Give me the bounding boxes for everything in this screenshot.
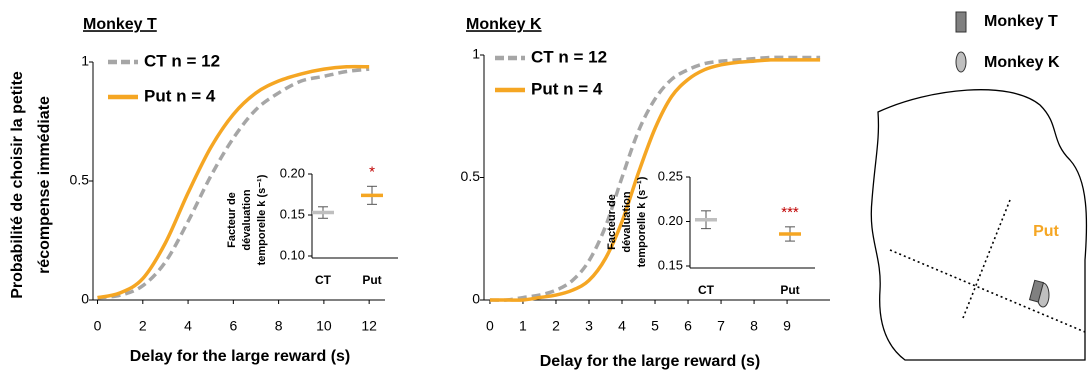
significance-label: *** — [781, 204, 799, 221]
x-tick-label: 8 — [750, 318, 758, 334]
region-label: Put — [1033, 223, 1059, 240]
y-tick-label: 0.5 — [70, 172, 90, 188]
inset-chart: Facteur de dévaluation temporelle k (s⁻¹) 0… — [606, 168, 815, 297]
chart-title: Monkey T — [83, 16, 157, 33]
y-tick-label: 0.20 — [280, 165, 305, 180]
x-tick-label: 7 — [717, 318, 725, 334]
x-tick-label: 0 — [486, 318, 494, 334]
x-tick-label: 8 — [275, 318, 283, 334]
x-tick-label: 9 — [783, 318, 791, 334]
y-axis-title: dévaluation — [241, 189, 253, 250]
significance-label: * — [369, 163, 375, 180]
x-tick-label: CT — [315, 273, 332, 287]
x-tick-label: 4 — [184, 318, 192, 334]
x-tick-label: 12 — [361, 318, 377, 334]
legend-label: CT n = 12 — [144, 51, 220, 70]
y-tick-label: 0.25 — [658, 168, 683, 183]
monkey-k-icon — [955, 51, 967, 73]
brain-diagram: Monkey T Monkey K Put — [870, 11, 1088, 361]
brain-outline — [870, 89, 1088, 361]
x-tick-label: 3 — [585, 318, 593, 334]
x-tick-label: Put — [362, 273, 381, 287]
x-tick-label: Put — [780, 283, 799, 297]
series-line — [489, 55, 821, 302]
chart-title: Monkey K — [466, 16, 542, 33]
legend-label: Monkey T — [984, 13, 1058, 30]
y-tick-label: 0 — [472, 291, 480, 307]
y-tick-label: 0.10 — [280, 247, 305, 262]
legend-label: Put n = 4 — [144, 86, 216, 105]
y-tick-label: 0.5 — [461, 168, 481, 184]
x-axis-title: Delay for the large reward (s) — [540, 353, 761, 370]
x-tick-label: 6 — [684, 318, 692, 334]
y-axis-title: temporelle k (s⁻¹) — [256, 174, 268, 265]
y-tick-label: 1 — [472, 46, 480, 62]
series-line — [97, 64, 370, 300]
monkey-t-site — [1028, 279, 1045, 303]
inset-chart: Facteur de dévaluation temporelle k (s⁻¹) 0… — [226, 163, 398, 287]
y-tick-label: 0.15 — [658, 257, 683, 272]
x-axis-title: Delay for the large reward (s) — [130, 348, 351, 365]
series-line — [489, 58, 821, 302]
legend-label: CT n = 12 — [531, 47, 607, 66]
x-tick-label: 5 — [651, 318, 659, 334]
y-tick-label: 0.15 — [280, 206, 305, 221]
dotted-line — [962, 199, 1011, 319]
x-tick-label: 2 — [552, 318, 560, 334]
x-tick-label: 2 — [139, 318, 147, 334]
legend-label: Monkey K — [984, 54, 1060, 71]
y-tick-label: 0.20 — [658, 213, 683, 228]
y-axis-title: temporelle k (s⁻¹) — [636, 176, 648, 267]
y-tick-label: 0 — [81, 291, 89, 307]
dotted-line — [889, 249, 1086, 333]
x-tick-label: 4 — [618, 318, 626, 334]
y-tick-label: 1 — [81, 53, 89, 69]
x-tick-label: 10 — [316, 318, 332, 334]
y-axis-title: Probabilité de choisir la petite — [9, 71, 26, 299]
x-tick-label: 0 — [94, 318, 102, 334]
series-line — [97, 67, 370, 300]
x-tick-label: CT — [698, 283, 715, 297]
y-axis-title: récompense immédiate — [36, 96, 53, 274]
y-axis-title: dévaluation — [621, 191, 633, 252]
monkey-t-icon — [955, 11, 967, 33]
y-axis-title: Facteur de — [606, 194, 618, 250]
y-axis-title: Facteur de — [226, 192, 238, 248]
legend-label: Put n = 4 — [531, 79, 603, 98]
x-tick-label: 6 — [229, 318, 237, 334]
x-tick-label: 1 — [519, 318, 527, 334]
line-chart: Monkey T Delay for the large reward (s) Pr… — [9, 16, 385, 365]
